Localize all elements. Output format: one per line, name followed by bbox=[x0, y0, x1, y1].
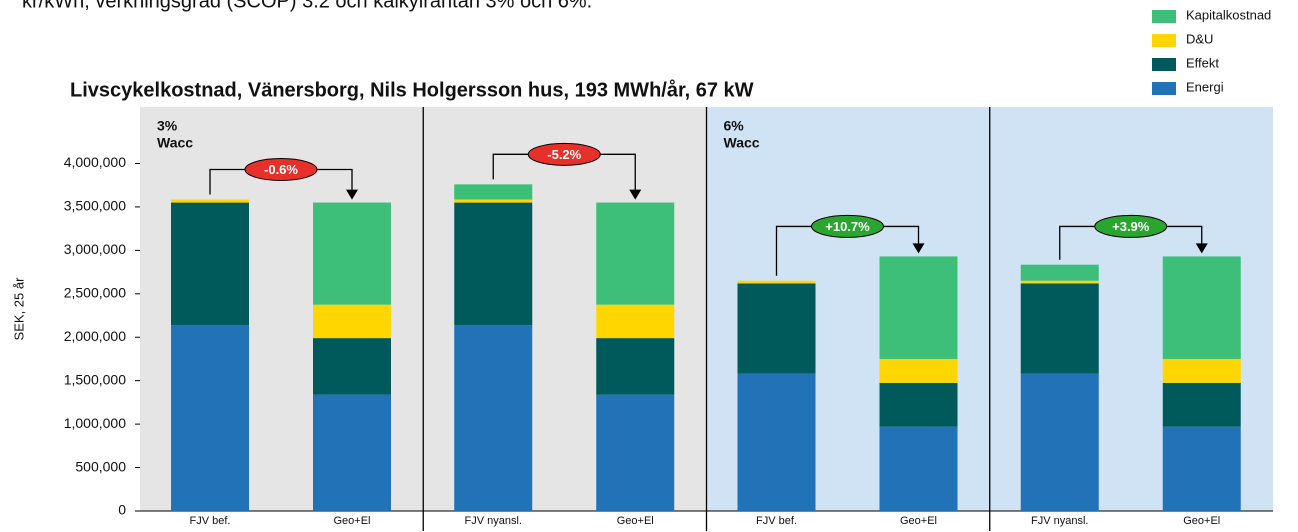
change-label: +3.9% bbox=[1112, 219, 1150, 234]
y-tick-label: 4,000,000 bbox=[64, 154, 126, 170]
bar-segment bbox=[313, 304, 391, 339]
change-label: -5.2% bbox=[547, 147, 581, 162]
change-arrow bbox=[346, 189, 358, 200]
bar-segment bbox=[596, 394, 675, 511]
bar-segment bbox=[454, 199, 533, 203]
bar-segment bbox=[737, 280, 816, 284]
y-tick-label: 3,000,000 bbox=[64, 241, 126, 257]
x-tick-label: FJV bef. bbox=[190, 515, 231, 527]
chart-title: Livscykelkostnad, Vänersborg, Nils Holge… bbox=[70, 78, 754, 101]
change-arrow bbox=[1195, 243, 1208, 254]
y-tick-label: 2,500,000 bbox=[64, 284, 126, 300]
panel-label: Wacc bbox=[157, 135, 193, 151]
x-tick-label: FJV bef. bbox=[756, 515, 797, 527]
bar-segment bbox=[879, 426, 958, 511]
panel-label: 3% bbox=[157, 118, 178, 134]
change-arrow bbox=[912, 243, 925, 254]
panel-label: 6% bbox=[724, 118, 745, 134]
bar-segment bbox=[596, 338, 675, 395]
bar-segment bbox=[1162, 256, 1241, 359]
bar-segment bbox=[1162, 426, 1241, 511]
change-label: +10.7% bbox=[825, 219, 870, 234]
bar-segment bbox=[879, 358, 958, 383]
bar-segment bbox=[879, 382, 958, 427]
bar-segment bbox=[596, 202, 675, 305]
bar-segment bbox=[313, 394, 391, 511]
bar-segment bbox=[313, 338, 391, 395]
bar-segment bbox=[1162, 382, 1241, 427]
legend-swatch bbox=[1152, 82, 1176, 95]
panel-label: Wacc bbox=[724, 135, 760, 151]
bar-segment bbox=[454, 202, 533, 326]
bar-segment bbox=[879, 256, 958, 359]
x-tick-label: Geo+El bbox=[900, 515, 937, 527]
bar-segment bbox=[171, 325, 249, 511]
x-tick-label: FJV nyansl. bbox=[465, 515, 522, 527]
bar-segment bbox=[454, 184, 533, 200]
change-badge bbox=[527, 142, 601, 166]
y-tick-label: 500,000 bbox=[75, 458, 126, 474]
legend-label: Effekt bbox=[1186, 55, 1219, 70]
change-badge bbox=[244, 158, 318, 182]
change-arrow bbox=[629, 189, 642, 200]
bar-segment bbox=[1020, 280, 1099, 284]
bar-segment bbox=[737, 373, 816, 511]
x-tick-label: Geo+El bbox=[1183, 515, 1220, 527]
x-tick-label: Geo+El bbox=[334, 515, 371, 527]
y-tick-label: 1,000,000 bbox=[64, 415, 126, 431]
x-tick-label: FJV nyansl. bbox=[1031, 515, 1088, 527]
change-badge bbox=[1094, 214, 1168, 238]
bar-segment bbox=[596, 304, 675, 339]
legend-label: Kapitalkostnad bbox=[1186, 7, 1271, 22]
bar-segment bbox=[171, 199, 249, 203]
legend-swatch bbox=[1152, 58, 1176, 71]
change-label: -0.6% bbox=[264, 162, 298, 177]
legend-swatch bbox=[1152, 34, 1176, 47]
bar-segment bbox=[171, 202, 249, 326]
x-tick-label: Geo+El bbox=[617, 515, 654, 527]
y-tick-label: 0 bbox=[118, 502, 126, 518]
legend-label: D&U bbox=[1186, 31, 1213, 46]
bar-segment bbox=[1162, 358, 1241, 383]
bar-segment bbox=[454, 325, 533, 511]
legend-swatch bbox=[1152, 10, 1176, 23]
bar-segment bbox=[1020, 264, 1099, 281]
y-tick-label: 2,000,000 bbox=[64, 328, 126, 344]
y-tick-label: 3,500,000 bbox=[64, 198, 126, 214]
bar-segment bbox=[1020, 373, 1099, 511]
change-badge bbox=[811, 214, 884, 238]
bar-segment bbox=[1020, 283, 1099, 374]
y-tick-label: 1,500,000 bbox=[64, 371, 126, 387]
bar-segment bbox=[313, 202, 391, 305]
y-axis-label: SEK, 25 år bbox=[11, 277, 26, 341]
legend-label: Energi bbox=[1186, 79, 1224, 94]
caption: kr/kWh, verkningsgrad (SCOP) 3.2 och kal… bbox=[22, 0, 592, 12]
bar-segment bbox=[737, 283, 816, 374]
